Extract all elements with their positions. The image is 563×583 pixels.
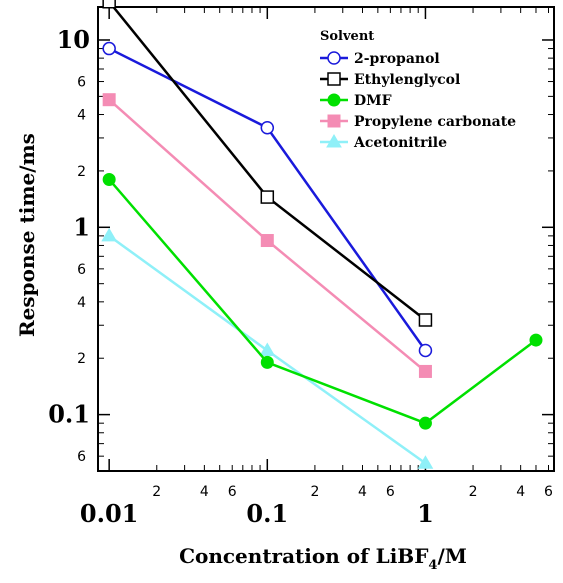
- data-point: [260, 120, 275, 135]
- x-minor-tick-label: 6: [386, 484, 395, 500]
- series-2-propanol: [102, 41, 433, 358]
- x-minor-tick-label: 6: [544, 484, 553, 500]
- legend-title: Solvent: [320, 29, 374, 44]
- x-minor-tick-label: 2: [310, 484, 319, 500]
- y-minor-tick-label: 4: [77, 295, 86, 311]
- data-point: [417, 455, 434, 469]
- legend-marker: [326, 134, 342, 148]
- x-tick-label: 1: [417, 499, 434, 528]
- x-minor-tick-label: 4: [358, 484, 367, 500]
- data-point: [102, 41, 116, 56]
- data-point: [529, 333, 543, 347]
- x-minor-tick-label: 2: [152, 484, 161, 500]
- series-dmf: [102, 172, 543, 430]
- y-minor-tick-label: 6: [77, 75, 86, 91]
- data-point: [260, 355, 274, 369]
- legend: Solvent 2-propanol Ethylenglycol DMF Propyl…: [320, 29, 516, 151]
- legend-marker: [327, 51, 341, 65]
- legend-label: Ethylenglycol: [354, 72, 460, 88]
- y-minor-tick-label: 6: [77, 262, 86, 278]
- x-minor-tick-label: 6: [228, 484, 237, 500]
- legend-label: DMF: [354, 93, 392, 109]
- plot-frame: [97, 6, 555, 472]
- x-minor-tick-label: 4: [200, 484, 209, 500]
- legend-item: Ethylenglycol: [320, 72, 460, 88]
- x-minor-tick-label: 2: [469, 484, 478, 500]
- y-minor-tick-label: 2: [77, 351, 86, 367]
- data-point: [260, 190, 275, 204]
- y-minor-tick-label: 2: [77, 164, 86, 180]
- legend-item: Acetonitrile: [320, 134, 447, 151]
- legend-label: Propylene carbonate: [354, 114, 516, 130]
- series-propylene-carbonate: [102, 93, 432, 378]
- data-point: [259, 342, 276, 356]
- legend-marker: [327, 72, 341, 86]
- x-tick-label: 0.1: [246, 499, 288, 528]
- series-layer: [101, 0, 543, 469]
- x-tick-label: 0.01: [80, 499, 138, 528]
- legend-item: 2-propanol: [320, 51, 440, 67]
- data-point: [418, 343, 433, 358]
- data-point: [102, 172, 116, 186]
- data-point: [418, 416, 432, 430]
- axis-ticks: [98, 7, 554, 472]
- legend-label: 2-propanol: [354, 51, 440, 67]
- data-point: [260, 234, 274, 248]
- legend-marker: [327, 93, 341, 107]
- data-point: [418, 364, 432, 378]
- y-tick-label: 0.1: [48, 400, 90, 429]
- data-point: [418, 313, 433, 327]
- y-minor-tick-label: 4: [77, 108, 86, 124]
- y-tick-label: 1: [73, 212, 90, 241]
- legend-item: DMF: [320, 93, 392, 109]
- tick-labels: 0.01 0.1 1 2 4 6 2 4 6 2 4 6 10 1 0.1 6 4 2 6 4 2 6: [48, 25, 553, 528]
- legend-label: Acetonitrile: [353, 135, 447, 151]
- legend-marker: [327, 114, 341, 128]
- series-ethylenglycol: [102, 0, 433, 327]
- data-point: [102, 93, 116, 107]
- x-minor-tick-label: 4: [516, 484, 525, 500]
- x-axis-title: Concentration of LiBF4/M: [179, 544, 467, 573]
- series-acetonitrile: [101, 227, 434, 469]
- legend-item: Propylene carbonate: [320, 114, 516, 130]
- y-tick-label: 10: [57, 25, 90, 54]
- y-axis-title: Response time/ms: [15, 133, 39, 337]
- series-line: [108, 0, 427, 321]
- series-line: [108, 178, 537, 425]
- y-minor-tick-label: 6: [77, 449, 86, 465]
- data-point: [101, 227, 118, 242]
- data-point: [102, 0, 116, 9]
